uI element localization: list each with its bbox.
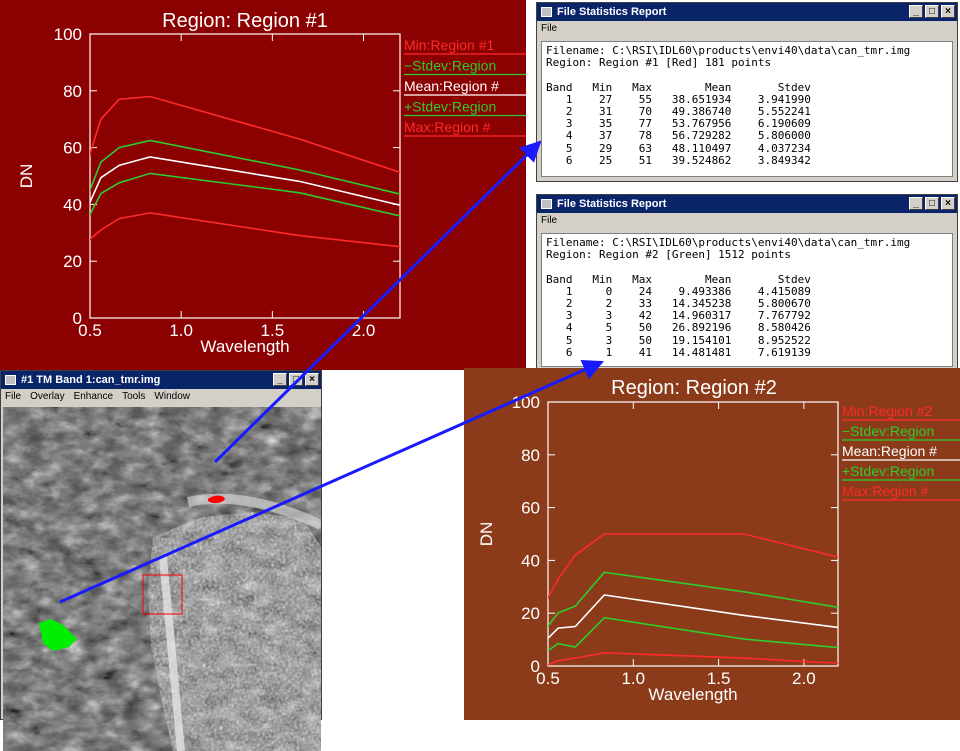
satellite-image[interactable] [3,407,321,751]
chart-title: Region: Region #1 [162,10,328,32]
title-bar[interactable]: #1 TM Band 1:can_tmr.img _ □ × [1,371,321,389]
menu-file[interactable]: File [5,391,22,402]
legend-label: Max:Region # [842,483,929,499]
y-tick-label: 80 [521,446,540,465]
title-bar[interactable]: File Statistics Report _ □ × [537,3,957,21]
y-axis-label: DN [17,164,36,189]
y-tick-label: 40 [63,195,82,214]
x-tick-label: 1.0 [621,669,645,688]
legend-label: −Stdev:Region [842,423,934,439]
window-title: #1 TM Band 1:can_tmr.img [21,374,161,386]
x-axis-label: Wavelength [200,337,289,356]
satellite-image-canvas [3,407,321,751]
x-tick-label: 2.0 [792,669,816,688]
maximize-button[interactable]: □ [289,373,303,386]
y-tick-label: 20 [63,252,82,271]
window-icon [541,199,552,209]
window-title: File Statistics Report [557,6,667,18]
title-bar[interactable]: File Statistics Report _ □ × [537,195,957,213]
y-tick-label: 100 [54,25,82,44]
minimize-button[interactable]: _ [909,197,923,210]
legend-label: +Stdev:Region [404,99,496,115]
report-text: Filename: C:\RSI\IDL60\products\envi40\d… [541,233,953,367]
series-line [548,651,838,666]
y-tick-label: 80 [63,82,82,101]
legend-label: Max:Region # [404,119,491,135]
legend-label: +Stdev:Region [842,463,934,479]
menu-file[interactable]: File [541,215,558,226]
series-line [548,594,838,640]
legend-label: Mean:Region # [404,78,499,94]
close-button[interactable]: × [941,197,955,210]
menu-tools[interactable]: Tools [122,391,146,402]
menu-window[interactable]: Window [154,391,190,402]
y-tick-label: 60 [63,139,82,158]
region1-plot: Region: Region #1 0 20 40 60 80 100 0.5 1.0 1.5 2.… [0,0,526,370]
region2-roi[interactable] [39,619,77,651]
x-tick-label: 1.5 [707,669,731,688]
y-tick-label: 0 [531,657,540,676]
window-icon [541,7,552,17]
menu-enhance[interactable]: Enhance [73,391,114,402]
x-tick-label: 2.0 [352,321,376,340]
stats-report-window-2[interactable]: File Statistics Report _ □ × File Filena… [536,194,958,372]
legend-label: Min:Region #1 [404,37,494,53]
window-icon [5,375,16,385]
image-display-window[interactable]: #1 TM Band 1:can_tmr.img _ □ × File Over… [0,370,322,751]
maximize-button[interactable]: □ [925,5,939,18]
legend-label: −Stdev:Region [404,58,496,74]
menu-overlay[interactable]: Overlay [30,391,65,402]
maximize-button[interactable]: □ [925,197,939,210]
minimize-button[interactable]: _ [273,373,287,386]
menu-file[interactable]: File [541,23,558,34]
region2-plot: Region: Region #2 0 20 40 60 80 100 0.5 1.0 1.5 2.… [464,368,960,720]
close-button[interactable]: × [305,373,319,386]
report-text: Filename: C:\RSI\IDL60\products\envi40\d… [541,41,953,177]
y-axis-label: DN [477,522,496,547]
close-button[interactable]: × [941,5,955,18]
y-tick-label: 0 [73,309,82,328]
menu-bar: File [537,21,957,37]
window-title: File Statistics Report [557,198,667,210]
x-tick-label: 0.5 [536,669,560,688]
menu-bar: File [537,213,957,229]
region2-chart: Region: Region #2 0 20 40 60 80 100 0.5 1.0 1.5 2.… [464,368,960,720]
menu-bar: File Overlay Enhance Tools Window [1,389,321,405]
y-tick-label: 100 [512,393,540,412]
y-tick-label: 60 [521,499,540,518]
y-tick-label: 20 [521,604,540,623]
x-axis-label: Wavelength [648,685,737,704]
legend-label: Mean:Region # [842,443,937,459]
series-line [548,616,838,652]
y-tick-label: 40 [521,551,540,570]
legend-label: Min:Region #2 [842,403,932,419]
minimize-button[interactable]: _ [909,5,923,18]
x-tick-label: 1.0 [169,321,193,340]
x-tick-label: 0.5 [78,321,102,340]
stats-report-window-1[interactable]: File Statistics Report _ □ × File Filena… [536,2,958,182]
chart-title: Region: Region #2 [611,377,777,399]
